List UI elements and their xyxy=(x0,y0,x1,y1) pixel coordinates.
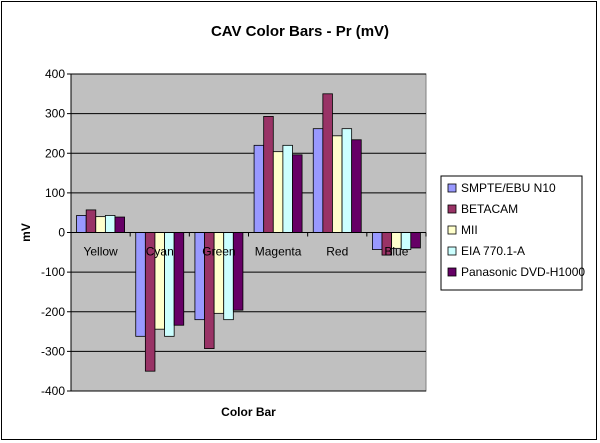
legend-box xyxy=(440,175,583,291)
bars xyxy=(76,93,421,372)
legend-label: BETACAM xyxy=(461,202,518,216)
legend-swatch xyxy=(447,204,457,214)
bar-5-cyan xyxy=(173,232,185,326)
bar-4-red xyxy=(341,128,353,233)
bar-1-yellow xyxy=(76,215,87,233)
bar-3-yellow xyxy=(95,216,106,233)
y-tick-label: 400 xyxy=(45,67,65,81)
category-label-yellow: Yellow xyxy=(83,245,118,259)
plot-area: -400 -300 -200 -100 0 100 200 300 400 Yellow Cyan G… xyxy=(41,67,427,398)
bar-1-magenta xyxy=(253,144,265,233)
legend-label: MII xyxy=(461,223,478,237)
chart-title: CAV Color Bars - Pr (mV) xyxy=(211,23,389,40)
x-axis-title: Color Bar xyxy=(221,405,276,419)
bar-5-magenta xyxy=(292,154,303,233)
legend-label: Panasonic DVD-H1000 xyxy=(461,265,585,279)
bar-1-blue xyxy=(372,232,383,250)
bar-5-yellow xyxy=(114,216,125,233)
legend-swatch xyxy=(447,183,457,193)
category-label-red: Red xyxy=(326,245,348,259)
legend-label: SMPTE/EBU N10 xyxy=(461,181,556,195)
y-tick-label: -300 xyxy=(41,344,65,358)
bar-3-magenta xyxy=(272,151,284,233)
legend-swatch xyxy=(447,225,457,235)
bar-4-yellow xyxy=(104,215,116,233)
y-tick-label: -100 xyxy=(41,265,65,279)
bar-3-red xyxy=(332,135,343,233)
y-tick-label: 300 xyxy=(45,107,65,121)
y-axis-title: mV xyxy=(19,223,33,242)
bar-5-blue xyxy=(410,232,421,249)
bar-1-cyan xyxy=(135,232,146,337)
y-tick-label: 200 xyxy=(45,146,65,160)
bar-2-magenta xyxy=(263,115,274,233)
legend-swatch xyxy=(447,246,457,256)
y-tick-label: -400 xyxy=(41,384,65,398)
category-label-magenta: Magenta xyxy=(255,245,302,259)
category-label-cyan: Cyan xyxy=(146,245,174,259)
category-label-green: Green xyxy=(202,245,235,259)
legend-label: EIA 770.1-A xyxy=(461,244,525,258)
bar-2-yellow xyxy=(85,209,97,233)
bar-4-magenta xyxy=(282,144,293,233)
bar-5-red xyxy=(351,139,362,233)
category-label-blue: Blue xyxy=(384,245,408,259)
y-tick-label: -200 xyxy=(41,305,65,319)
legend-swatch xyxy=(447,267,457,277)
y-tick-label: 100 xyxy=(45,186,65,200)
legend: SMPTE/EBU N10 BETACAM MII EIA 770.1-A Panaso… xyxy=(440,175,585,291)
y-tick-label: 0 xyxy=(58,226,65,240)
bar-1-red xyxy=(312,128,324,233)
bar-2-red xyxy=(322,93,333,233)
